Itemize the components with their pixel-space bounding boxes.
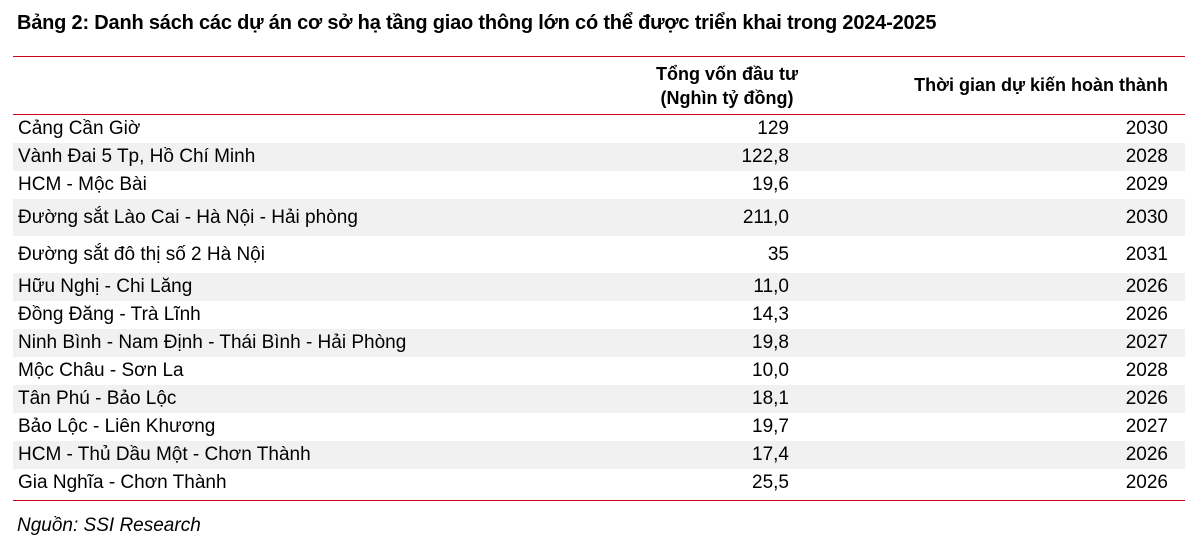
table-row: Tân Phú - Bảo Lộc 18,1 2026 (13, 385, 1185, 413)
project-name: Hữu Nghị - Chi Lăng (18, 276, 193, 297)
project-name: HCM - Thủ Dầu Một - Chơn Thành (18, 444, 311, 465)
project-name: HCM - Mộc Bài (18, 174, 147, 195)
header-total-investment-line2: (Nghìn tỷ đồng) (660, 88, 794, 108)
table-row: Gia Nghĩa - Chơn Thành 25,5 2026 (13, 469, 1185, 497)
project-name: Bảo Lộc - Liên Khương (18, 416, 216, 437)
top-divider (13, 56, 1185, 57)
project-name: Tân Phú - Bảo Lộc (18, 388, 177, 409)
project-completion-year: 2026 (1125, 304, 1168, 325)
project-investment: 19,6 (752, 174, 789, 195)
project-investment: 19,7 (752, 416, 789, 437)
project-completion-year: 2026 (1125, 276, 1168, 297)
project-name: Cảng Cần Giờ (18, 118, 141, 139)
table-row: Hữu Nghị - Chi Lăng 11,0 2026 (13, 273, 1185, 301)
header-total-investment: Tổng vốn đầu tư (Nghìn tỷ đồng) (656, 62, 798, 110)
project-completion-year: 2030 (1125, 207, 1168, 228)
project-name: Đồng Đăng - Trà Lĩnh (18, 304, 201, 325)
table-row: HCM - Mộc Bài 19,6 2029 (13, 171, 1185, 199)
project-investment: 122,8 (741, 146, 789, 167)
project-investment: 35 (767, 244, 789, 265)
table-row: Ninh Bình - Nam Định - Thái Bình - Hải P… (13, 329, 1185, 357)
header-divider (13, 114, 1185, 115)
header-completion-year: Thời gian dự kiến hoàn thành (914, 75, 1168, 95)
project-completion-year: 2028 (1125, 360, 1168, 381)
project-investment: 129 (757, 118, 789, 139)
project-name: Ninh Bình - Nam Định - Thái Bình - Hải P… (18, 332, 407, 353)
table-body: Cảng Cần Giờ 129 2030 Vành Đai 5 Tp, Hồ … (13, 115, 1185, 497)
project-name: Đường sắt đô thị số 2 Hà Nội (18, 244, 265, 265)
project-investment: 17,4 (752, 444, 789, 465)
project-completion-year: 2027 (1125, 416, 1168, 437)
project-completion-year: 2027 (1125, 332, 1168, 353)
project-completion-year: 2026 (1125, 388, 1168, 409)
source-note: Nguồn: SSI Research (17, 515, 201, 536)
table-row: Mộc Châu - Sơn La 10,0 2028 (13, 357, 1185, 385)
project-investment: 19,8 (752, 332, 789, 353)
project-name: Vành Đai 5 Tp, Hồ Chí Minh (18, 146, 256, 167)
project-completion-year: 2026 (1125, 472, 1168, 493)
project-investment: 14,3 (752, 304, 789, 325)
header-total-investment-line1: Tổng vốn đầu tư (655, 64, 798, 84)
project-completion-year: 2029 (1125, 174, 1168, 195)
bottom-divider (13, 500, 1185, 501)
project-investment: 211,0 (742, 207, 789, 228)
project-name: Đường sắt Lào Cai - Hà Nội - Hải phòng (18, 207, 358, 228)
table-row: Đường sắt đô thị số 2 Hà Nội 35 2031 (13, 236, 1185, 273)
project-investment: 18,1 (752, 388, 789, 409)
project-completion-year: 2031 (1125, 244, 1168, 265)
project-name: Mộc Châu - Sơn La (18, 360, 184, 381)
table-row: Bảo Lộc - Liên Khương 19,7 2027 (13, 413, 1185, 441)
table-row: HCM - Thủ Dầu Một - Chơn Thành 17,4 2026 (13, 441, 1185, 469)
table-row: Đường sắt Lào Cai - Hà Nội - Hải phòng 2… (13, 199, 1185, 236)
table-header: Tổng vốn đầu tư (Nghìn tỷ đồng) Thời gia… (13, 58, 1185, 114)
table-row: Cảng Cần Giờ 129 2030 (13, 115, 1185, 143)
project-completion-year: 2030 (1125, 118, 1168, 139)
project-investment: 11,0 (753, 276, 789, 297)
project-investment: 25,5 (752, 472, 789, 493)
project-name: Gia Nghĩa - Chơn Thành (18, 472, 227, 493)
project-completion-year: 2028 (1125, 146, 1168, 167)
table-row: Vành Đai 5 Tp, Hồ Chí Minh 122,8 2028 (13, 143, 1185, 171)
table-row: Đồng Đăng - Trà Lĩnh 14,3 2026 (13, 301, 1185, 329)
table-title: Bảng 2: Danh sách các dự án cơ sở hạ tần… (17, 12, 937, 34)
project-investment: 10,0 (752, 360, 789, 381)
project-completion-year: 2026 (1125, 444, 1168, 465)
